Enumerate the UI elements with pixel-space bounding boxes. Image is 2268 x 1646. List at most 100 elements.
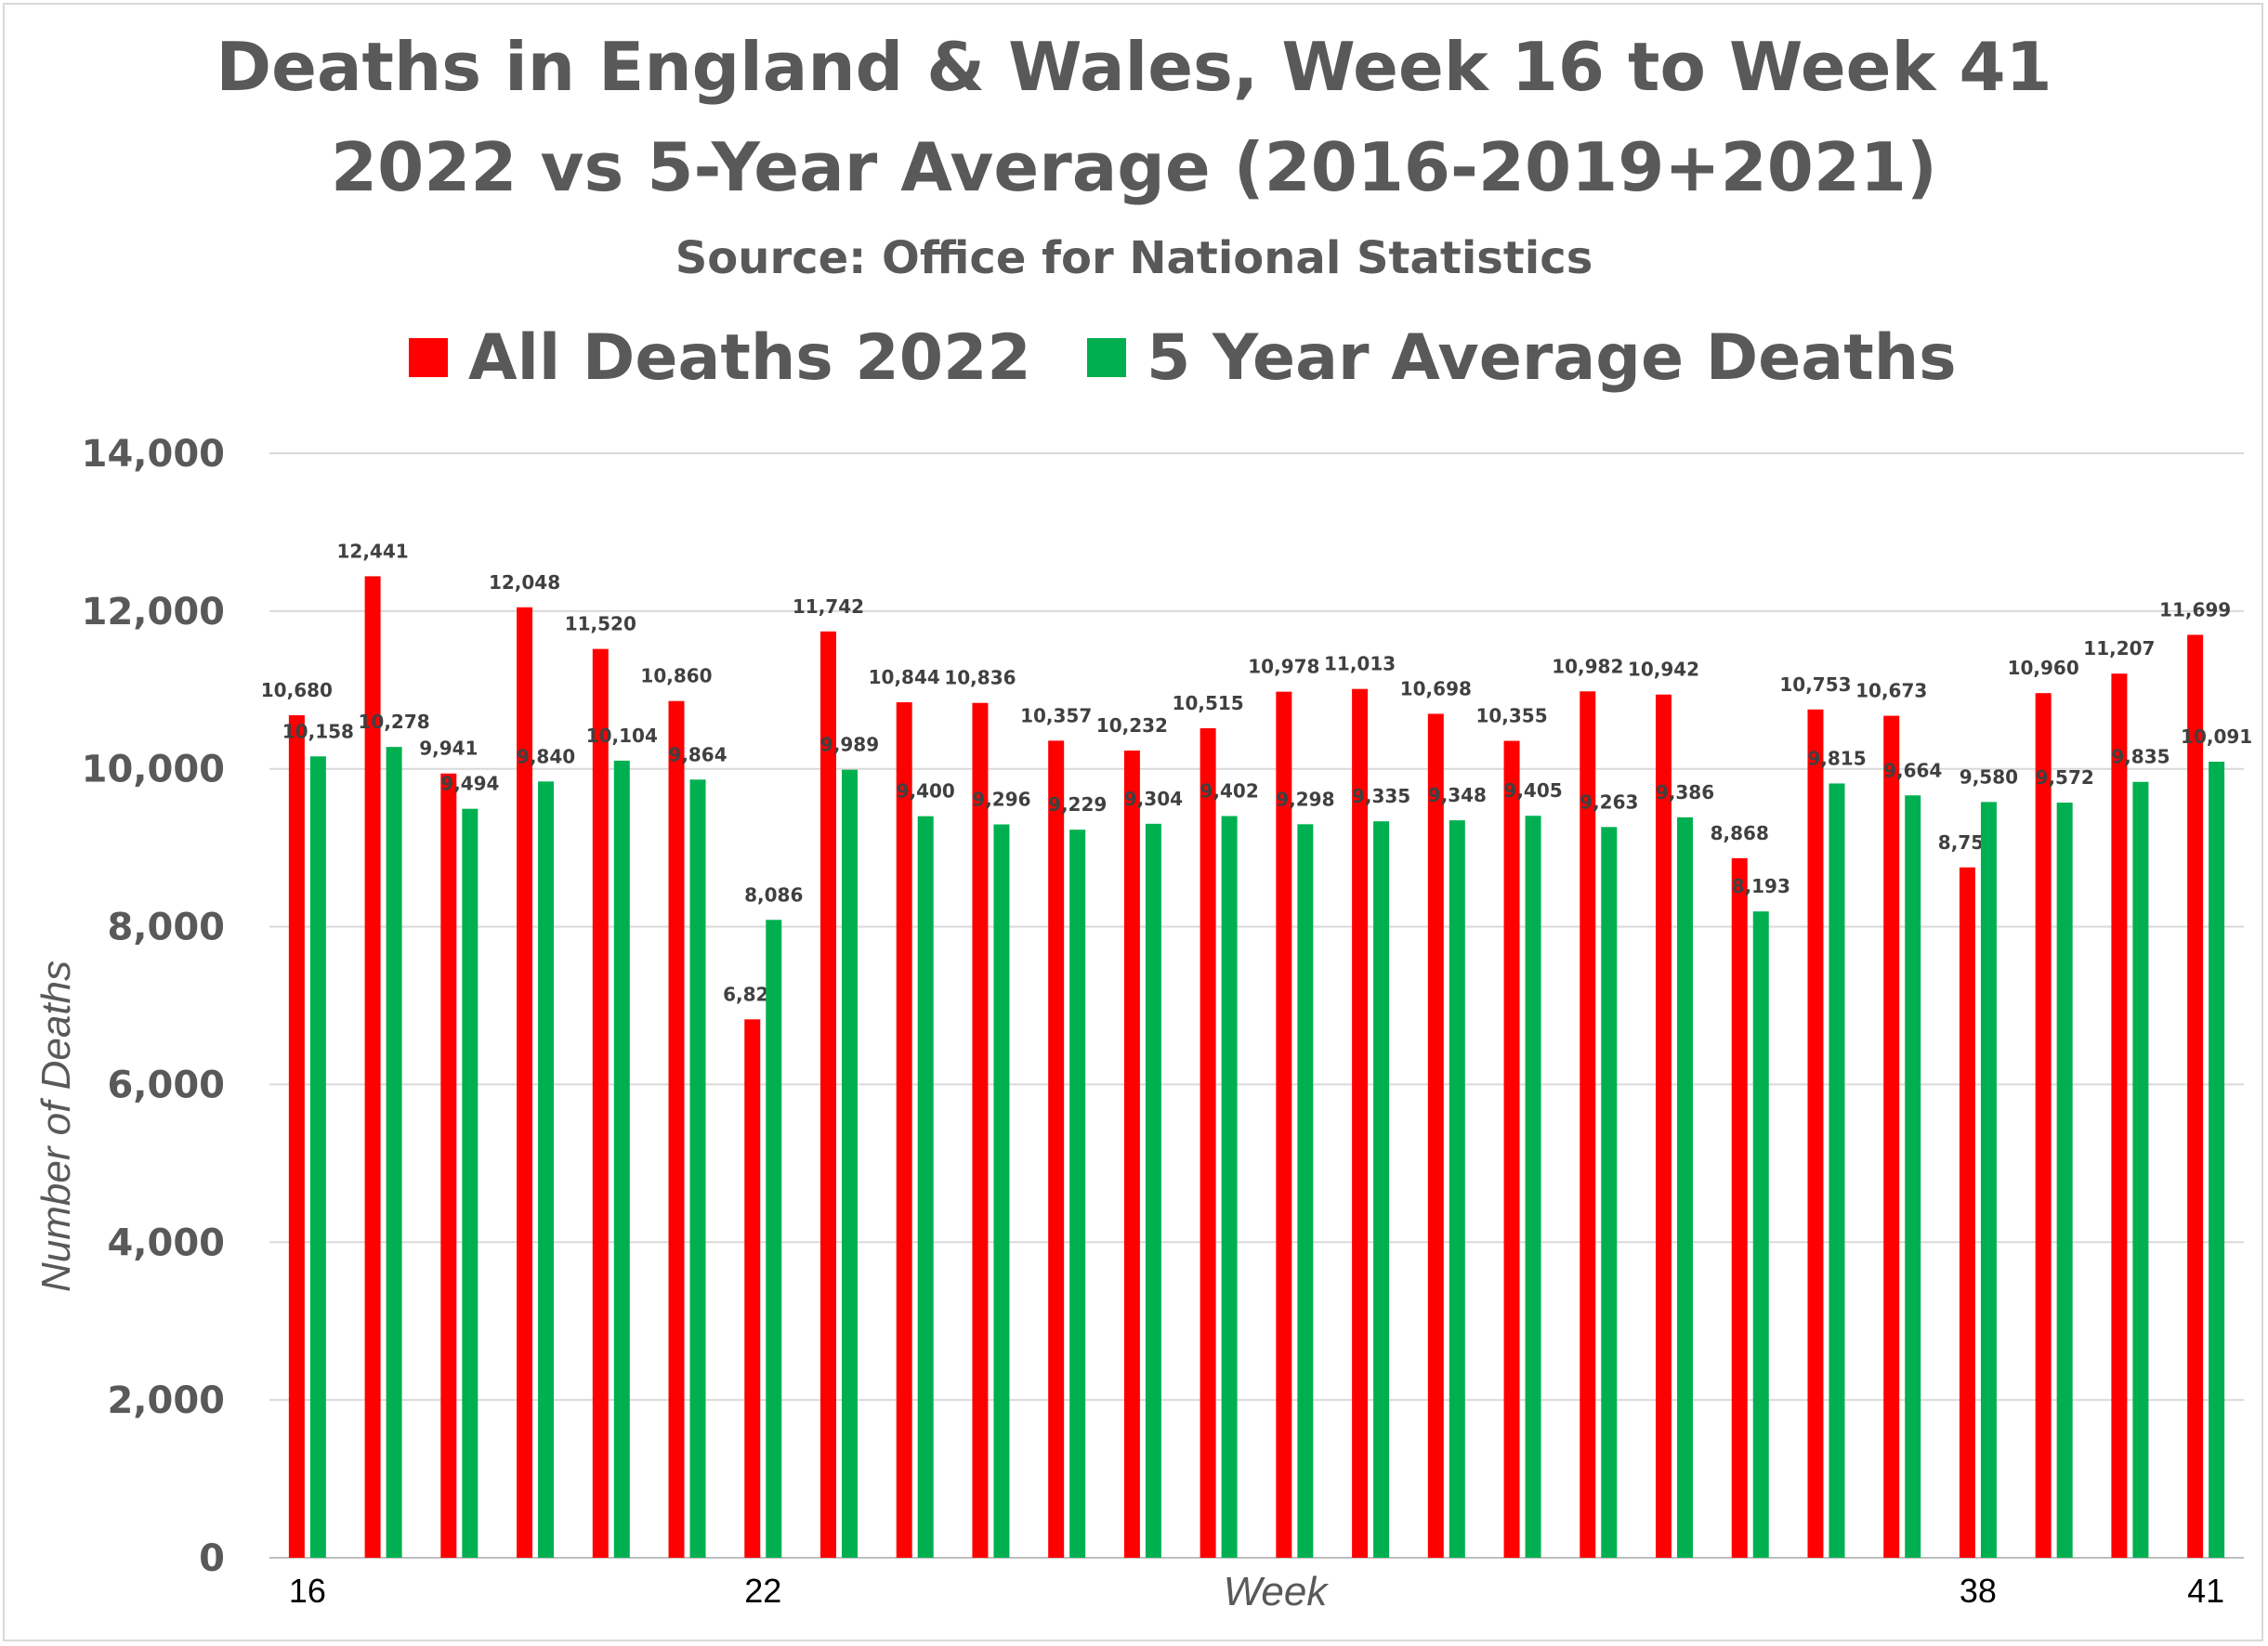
legend-item-all-deaths-2022: All Deaths 2022 [409,320,1031,395]
bar-all-deaths-2022 [1807,709,1824,1558]
bar-all-deaths-2022 [668,700,685,1558]
bar-all-deaths-2022 [819,631,836,1558]
data-label-5-year-average: 9,229 [1048,793,1107,816]
y-tick-label: 2,000 [107,1379,225,1422]
bar-all-deaths-2022 [517,607,533,1558]
chart-subtitle: 2022 vs 5-Year Average (2016-2019+2021) [331,128,1937,206]
bar-all-deaths-2022 [1883,715,1900,1558]
bar-all-deaths-2022 [440,773,457,1558]
data-label-all-deaths-2022: 10,978 [1248,656,1319,678]
data-label-5-year-average: 9,580 [1960,765,2018,788]
data-label-all-deaths-2022: 10,753 [1779,673,1851,696]
data-label-5-year-average: 9,494 [440,773,499,795]
chart-title: Deaths in England & Wales, Week 16 to We… [216,28,2052,106]
bar-5-year-average [1069,830,1086,1558]
bar-all-deaths-2022 [1352,688,1369,1558]
bar-all-deaths-2022 [1200,727,1216,1558]
bar-all-deaths-2022 [1731,857,1748,1558]
data-label-5-year-average: 9,835 [2111,746,2170,768]
data-label-5-year-average: 9,348 [1428,784,1487,806]
data-label-5-year-average: 9,989 [820,734,879,756]
bar-5-year-average [1525,816,1541,1558]
bar-all-deaths-2022 [1048,740,1065,1558]
bar-5-year-average [1752,911,1769,1558]
bar-all-deaths-2022 [1656,694,1672,1558]
data-label-all-deaths-2022: 10,960 [2008,657,2079,679]
data-label-5-year-average: 10,278 [359,711,430,733]
chart-source: Source: Office for National Statistics [675,232,1593,284]
bar-5-year-average [1449,820,1465,1558]
data-label-5-year-average: 10,104 [586,725,658,747]
data-label-5-year-average: 9,304 [1124,788,1183,810]
y-tick-label: 10,000 [82,749,225,791]
bar-all-deaths-2022 [2187,634,2204,1558]
data-label-all-deaths-2022: 10,357 [1020,704,1092,726]
data-label-all-deaths-2022: 10,355 [1475,705,1547,727]
data-label-5-year-average: 9,864 [668,743,727,765]
bar-all-deaths-2022 [1580,691,1596,1558]
data-label-all-deaths-2022: 10,698 [1400,677,1472,699]
bar-5-year-average [2209,761,2225,1558]
data-label-5-year-average: 9,402 [1200,780,1259,803]
data-label-all-deaths-2022: 8,868 [1711,822,1769,844]
y-tick-label: 0 [199,1537,225,1580]
legend-swatch-5-year-average [1087,338,1126,377]
bar-5-year-average [1297,824,1314,1558]
bar-5-year-average [1221,816,1238,1558]
bar-all-deaths-2022 [364,576,381,1559]
bar-all-deaths-2022 [896,702,912,1558]
bar-all-deaths-2022 [2111,673,2128,1558]
x-axis-title: Week [1224,1569,1330,1614]
x-tick-label: 22 [744,1572,781,1610]
y-tick-label: 12,000 [82,591,225,634]
chart-legend: All Deaths 2022 5 Year Average Deaths [0,320,2268,395]
bar-5-year-average [538,781,555,1558]
data-label-5-year-average: 8,086 [744,883,803,906]
data-label-all-deaths-2022: 11,699 [2159,598,2231,621]
legend-item-5-year-average: 5 Year Average Deaths [1087,320,1957,395]
y-axis-title: Number of Deaths [33,960,79,1292]
bar-5-year-average [613,760,630,1558]
bar-all-deaths-2022 [1276,691,1292,1558]
bar-5-year-average [1677,816,1694,1558]
data-label-all-deaths-2022: 10,515 [1173,692,1244,714]
bar-all-deaths-2022 [288,714,305,1558]
x-tick-label: 38 [1960,1572,1997,1610]
data-label-all-deaths-2022: 10,673 [1855,680,1927,702]
data-label-all-deaths-2022: 11,013 [1324,653,1396,675]
data-label-5-year-average: 9,840 [517,745,575,767]
data-label-all-deaths-2022: 10,982 [1552,655,1623,677]
bar-5-year-average [309,756,326,1558]
data-label-all-deaths-2022: 10,844 [869,666,940,688]
legend-label-all-deaths-2022: All Deaths 2022 [468,320,1031,395]
data-label-all-deaths-2022: 10,860 [640,665,712,687]
data-label-5-year-average: 9,815 [1807,747,1866,769]
data-label-all-deaths-2022: 11,520 [565,613,636,635]
data-label-5-year-average: 9,664 [1883,759,1942,781]
data-label-5-year-average: 9,405 [1503,779,1562,802]
data-label-all-deaths-2022: 12,048 [489,571,560,594]
bar-all-deaths-2022 [2035,693,2052,1558]
legend-swatch-all-deaths-2022 [409,338,448,377]
data-label-all-deaths-2022: 11,207 [2083,637,2155,660]
bar-5-year-average [1373,821,1390,1558]
x-tick-label: 16 [289,1572,326,1610]
bar-5-year-average [2132,781,2149,1558]
bar-5-year-average [2056,803,2073,1558]
data-label-all-deaths-2022: 11,742 [793,595,864,618]
data-label-5-year-average: 8,193 [1732,875,1790,897]
bar-5-year-average [1829,783,1845,1558]
bar-all-deaths-2022 [1427,713,1444,1558]
data-label-5-year-average: 9,263 [1580,790,1638,813]
data-label-all-deaths-2022: 9,941 [419,738,478,760]
bar-5-year-average [1905,795,1921,1558]
data-label-all-deaths-2022: 10,232 [1096,714,1168,737]
bar-5-year-average [917,816,934,1558]
y-tick-label: 6,000 [107,1064,225,1106]
legend-label-5-year-average: 5 Year Average Deaths [1147,320,1957,395]
bar-5-year-average [386,747,402,1558]
data-label-5-year-average: 9,572 [2036,766,2094,789]
data-label-5-year-average: 9,400 [897,780,955,803]
data-label-all-deaths-2022: 12,441 [337,540,409,562]
